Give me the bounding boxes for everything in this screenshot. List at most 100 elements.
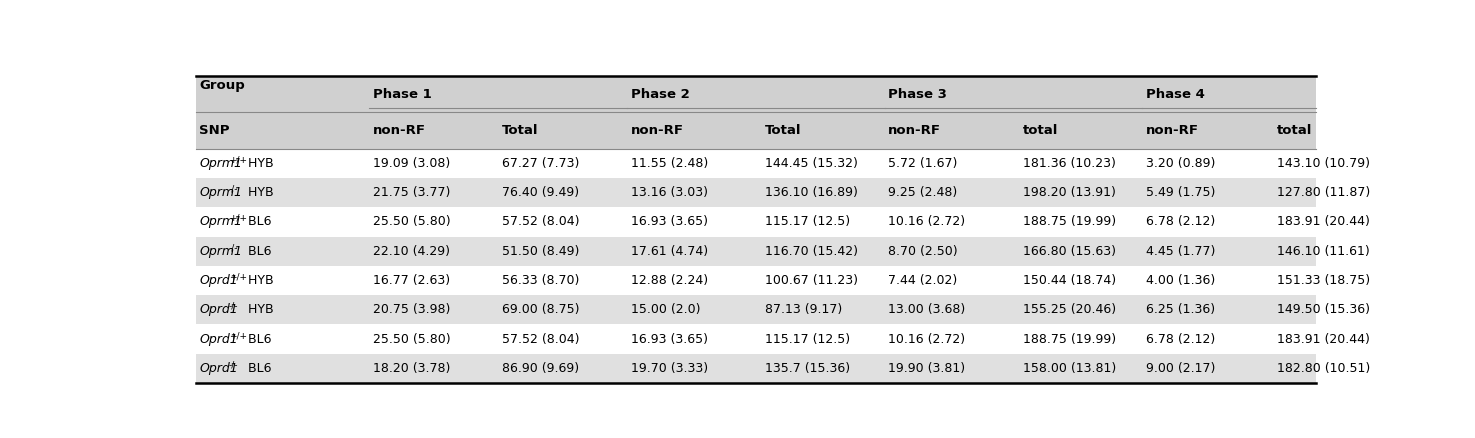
Text: 87.13 (9.17): 87.13 (9.17) xyxy=(766,303,842,316)
Text: HYB: HYB xyxy=(245,303,274,316)
Text: 8.70 (2.50): 8.70 (2.50) xyxy=(888,245,957,258)
Text: Phase 1: Phase 1 xyxy=(373,88,432,101)
Text: 20.75 (3.98): 20.75 (3.98) xyxy=(373,303,450,316)
Bar xyxy=(196,207,1316,237)
Text: Phase 3: Phase 3 xyxy=(888,88,947,101)
Text: 17.61 (4.74): 17.61 (4.74) xyxy=(630,245,708,258)
Text: 135.7 (15.36): 135.7 (15.36) xyxy=(766,362,850,375)
Text: 19.90 (3.81): 19.90 (3.81) xyxy=(888,362,965,375)
Text: 4.00 (1.36): 4.00 (1.36) xyxy=(1146,274,1215,287)
Text: 127.80 (11.87): 127.80 (11.87) xyxy=(1277,186,1370,199)
Text: Oprd1: Oprd1 xyxy=(199,362,237,375)
Text: 51.50 (8.49): 51.50 (8.49) xyxy=(502,245,580,258)
Text: 181.36 (10.23): 181.36 (10.23) xyxy=(1022,157,1115,170)
Text: HYB: HYB xyxy=(245,186,274,199)
Text: Oprm1: Oprm1 xyxy=(199,245,242,258)
Text: -/-: -/- xyxy=(229,302,239,311)
Text: 69.00 (8.75): 69.00 (8.75) xyxy=(502,303,580,316)
Text: 6.78 (2.12): 6.78 (2.12) xyxy=(1146,215,1215,228)
Text: 143.10 (10.79): 143.10 (10.79) xyxy=(1277,157,1370,170)
Text: 149.50 (15.36): 149.50 (15.36) xyxy=(1277,303,1370,316)
Text: 182.80 (10.51): 182.80 (10.51) xyxy=(1277,362,1370,375)
Text: 11.55 (2.48): 11.55 (2.48) xyxy=(630,157,708,170)
Text: 166.80 (15.63): 166.80 (15.63) xyxy=(1022,245,1115,258)
Text: 183.91 (20.44): 183.91 (20.44) xyxy=(1277,332,1370,346)
Text: 56.33 (8.70): 56.33 (8.70) xyxy=(502,274,580,287)
Text: +/+: +/+ xyxy=(229,214,246,223)
Text: Oprm1: Oprm1 xyxy=(199,186,242,199)
Text: 10.16 (2.72): 10.16 (2.72) xyxy=(888,215,965,228)
Text: +/+: +/+ xyxy=(229,272,246,282)
Bar xyxy=(196,266,1316,295)
Text: 57.52 (8.04): 57.52 (8.04) xyxy=(502,332,580,346)
Text: Total: Total xyxy=(502,124,538,137)
Text: 16.93 (3.65): 16.93 (3.65) xyxy=(630,332,708,346)
Text: 5.49 (1.75): 5.49 (1.75) xyxy=(1146,186,1215,199)
Text: 5.72 (1.67): 5.72 (1.67) xyxy=(888,157,957,170)
Text: 144.45 (15.32): 144.45 (15.32) xyxy=(766,157,858,170)
Text: total: total xyxy=(1277,124,1313,137)
Text: 86.90 (9.69): 86.90 (9.69) xyxy=(502,362,578,375)
Text: 18.20 (3.78): 18.20 (3.78) xyxy=(373,362,450,375)
Text: 67.27 (7.73): 67.27 (7.73) xyxy=(502,157,580,170)
Text: 21.75 (3.77): 21.75 (3.77) xyxy=(373,186,450,199)
Text: 4.45 (1.77): 4.45 (1.77) xyxy=(1146,245,1215,258)
Text: total: total xyxy=(1022,124,1058,137)
Text: 100.67 (11.23): 100.67 (11.23) xyxy=(766,274,858,287)
Text: 12.88 (2.24): 12.88 (2.24) xyxy=(630,274,708,287)
Text: non-RF: non-RF xyxy=(888,124,941,137)
Bar xyxy=(196,148,1316,178)
Text: HYB: HYB xyxy=(245,157,274,170)
Bar xyxy=(196,325,1316,354)
Text: -/-: -/- xyxy=(229,244,239,252)
Text: Group: Group xyxy=(199,79,245,92)
Text: SNP: SNP xyxy=(199,124,230,137)
Text: 6.78 (2.12): 6.78 (2.12) xyxy=(1146,332,1215,346)
Text: Total: Total xyxy=(766,124,801,137)
Text: 19.09 (3.08): 19.09 (3.08) xyxy=(373,157,450,170)
Text: 10.16 (2.72): 10.16 (2.72) xyxy=(888,332,965,346)
Text: BL6: BL6 xyxy=(245,215,271,228)
Text: 198.20 (13.91): 198.20 (13.91) xyxy=(1022,186,1115,199)
Text: 9.00 (2.17): 9.00 (2.17) xyxy=(1146,362,1215,375)
Text: +/+: +/+ xyxy=(229,331,246,340)
Bar xyxy=(196,237,1316,266)
Text: BL6: BL6 xyxy=(245,245,271,258)
Text: 115.17 (12.5): 115.17 (12.5) xyxy=(766,215,850,228)
Bar xyxy=(196,354,1316,383)
Text: -/-: -/- xyxy=(229,360,239,370)
Text: 158.00 (13.81): 158.00 (13.81) xyxy=(1022,362,1117,375)
Text: 3.20 (0.89): 3.20 (0.89) xyxy=(1146,157,1215,170)
Text: 150.44 (18.74): 150.44 (18.74) xyxy=(1022,274,1115,287)
Text: 76.40 (9.49): 76.40 (9.49) xyxy=(502,186,578,199)
Text: Oprm1: Oprm1 xyxy=(199,157,242,170)
Text: Phase 2: Phase 2 xyxy=(630,88,689,101)
Text: 15.00 (2.0): 15.00 (2.0) xyxy=(630,303,701,316)
Text: HYB: HYB xyxy=(245,274,274,287)
Text: Oprm1: Oprm1 xyxy=(199,215,242,228)
Text: 155.25 (20.46): 155.25 (20.46) xyxy=(1022,303,1115,316)
Bar xyxy=(196,178,1316,207)
Text: +/+: +/+ xyxy=(229,155,246,164)
Text: 16.77 (2.63): 16.77 (2.63) xyxy=(373,274,450,287)
Text: Oprd1: Oprd1 xyxy=(199,332,237,346)
Text: 13.00 (3.68): 13.00 (3.68) xyxy=(888,303,966,316)
Text: BL6: BL6 xyxy=(245,362,271,375)
Text: -/-: -/- xyxy=(229,185,239,194)
Text: non-RF: non-RF xyxy=(373,124,426,137)
Text: 9.25 (2.48): 9.25 (2.48) xyxy=(888,186,957,199)
Text: 13.16 (3.03): 13.16 (3.03) xyxy=(630,186,708,199)
Text: 16.93 (3.65): 16.93 (3.65) xyxy=(630,215,708,228)
Text: 188.75 (19.99): 188.75 (19.99) xyxy=(1022,215,1115,228)
Text: 57.52 (8.04): 57.52 (8.04) xyxy=(502,215,580,228)
Text: Oprd1: Oprd1 xyxy=(199,274,237,287)
Text: 116.70 (15.42): 116.70 (15.42) xyxy=(766,245,858,258)
Text: 6.25 (1.36): 6.25 (1.36) xyxy=(1146,303,1215,316)
Text: 25.50 (5.80): 25.50 (5.80) xyxy=(373,332,450,346)
Text: 183.91 (20.44): 183.91 (20.44) xyxy=(1277,215,1370,228)
Text: 188.75 (19.99): 188.75 (19.99) xyxy=(1022,332,1115,346)
Text: 151.33 (18.75): 151.33 (18.75) xyxy=(1277,274,1370,287)
Text: 22.10 (4.29): 22.10 (4.29) xyxy=(373,245,450,258)
Text: 7.44 (2.02): 7.44 (2.02) xyxy=(888,274,957,287)
Text: 146.10 (11.61): 146.10 (11.61) xyxy=(1277,245,1370,258)
